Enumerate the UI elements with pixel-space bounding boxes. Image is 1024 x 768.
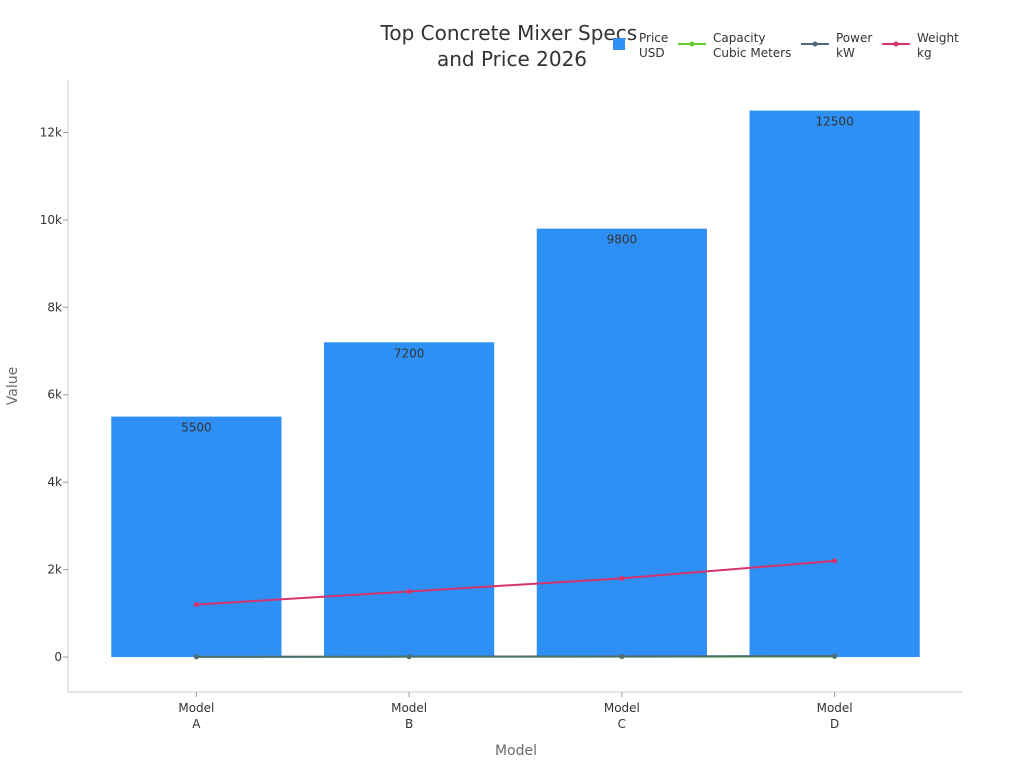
y-axis-title: Value bbox=[5, 367, 21, 405]
y-tick-label-4: 8k bbox=[47, 300, 62, 314]
legend-label-power-line-1: kW bbox=[836, 46, 855, 60]
legend-marker-capacity bbox=[689, 41, 695, 47]
x-tick-label-3-line-1: D bbox=[830, 717, 839, 731]
bar-label-price-2: 9800 bbox=[607, 233, 638, 247]
point-weight-2 bbox=[619, 575, 625, 581]
legend: Price USD Capacity Cubic Meters Power kW Weigh… bbox=[613, 31, 959, 60]
y-axis: 0 2k 4k 6k 8k 10k 12k bbox=[40, 125, 68, 664]
x-axis: Model A Model B Model C Model D bbox=[178, 692, 853, 731]
x-tick-label-0-line-1: A bbox=[192, 717, 201, 731]
x-axis-title: Model bbox=[495, 743, 537, 759]
chart-title: Top Concrete Mixer Specs and Price 2026 bbox=[380, 21, 644, 71]
legend-label-capacity: Capacity Cubic Meters bbox=[713, 31, 791, 60]
y-tick-label-6: 12k bbox=[40, 125, 62, 139]
y-tick-label-1: 2k bbox=[47, 563, 62, 577]
x-tick-label-1-line-0: Model bbox=[391, 701, 427, 715]
series-line-power bbox=[196, 655, 835, 658]
legend-marker-power bbox=[812, 41, 818, 47]
point-weight-1 bbox=[406, 588, 412, 594]
point-power-1 bbox=[406, 654, 412, 660]
point-power-0 bbox=[193, 654, 199, 660]
x-tick-label-2: Model C bbox=[604, 701, 640, 731]
x-tick-label-0-line-0: Model bbox=[178, 701, 214, 715]
x-tick-label-3: Model D bbox=[817, 701, 853, 731]
legend-item-power: Power kW bbox=[801, 31, 872, 60]
legend-label-capacity-line-0: Capacity bbox=[713, 31, 765, 45]
y-tick-label-2: 4k bbox=[47, 475, 62, 489]
legend-item-price: Price USD bbox=[613, 31, 668, 60]
bar-price-2 bbox=[536, 228, 707, 658]
x-tick-label-1-line-1: B bbox=[405, 717, 413, 731]
legend-label-price: Price USD bbox=[639, 31, 668, 60]
legend-label-weight: Weight kg bbox=[917, 31, 959, 60]
chart-title-line-2: and Price 2026 bbox=[437, 47, 587, 71]
x-tick-label-3-line-0: Model bbox=[817, 701, 853, 715]
legend-label-weight-line-1: kg bbox=[917, 46, 932, 60]
lines-layer bbox=[193, 558, 838, 660]
y-tick-label-5: 10k bbox=[40, 213, 62, 227]
legend-label-power: Power kW bbox=[836, 31, 872, 60]
point-weight-3 bbox=[832, 558, 838, 564]
legend-label-weight-line-0: Weight bbox=[917, 31, 959, 45]
bar-label-price-0: 5500 bbox=[181, 421, 212, 435]
series-line-weight bbox=[196, 559, 835, 606]
bar-price-3 bbox=[749, 110, 920, 658]
point-power-2 bbox=[619, 653, 625, 659]
x-tick-label-2-line-0: Model bbox=[604, 701, 640, 715]
legend-label-power-line-0: Power bbox=[836, 31, 872, 45]
legend-label-capacity-line-1: Cubic Meters bbox=[713, 46, 791, 60]
plot-area: 5500 7200 9800 12500 bbox=[111, 110, 920, 660]
legend-label-price-line-1: USD bbox=[639, 46, 665, 60]
x-tick-label-0: Model A bbox=[178, 701, 214, 731]
y-tick-label-0: 0 bbox=[54, 650, 62, 664]
bars-layer bbox=[111, 110, 920, 658]
bar-price-0 bbox=[111, 416, 282, 658]
point-power-3 bbox=[832, 653, 838, 659]
x-tick-label-1: Model B bbox=[391, 701, 427, 731]
bar-label-price-3: 12500 bbox=[816, 115, 854, 129]
point-weight-0 bbox=[193, 602, 199, 608]
bar-labels-layer: 5500 7200 9800 12500 bbox=[181, 115, 854, 435]
x-tick-label-2-line-1: C bbox=[618, 717, 626, 731]
legend-item-weight: Weight kg bbox=[882, 31, 959, 60]
legend-swatch-price bbox=[613, 38, 625, 50]
bar-label-price-1: 7200 bbox=[394, 346, 425, 360]
legend-item-capacity: Capacity Cubic Meters bbox=[678, 31, 791, 60]
chart-title-line-1: Top Concrete Mixer Specs bbox=[380, 21, 638, 45]
legend-label-price-line-0: Price bbox=[639, 31, 668, 45]
legend-marker-weight bbox=[893, 41, 899, 47]
y-tick-label-3: 6k bbox=[47, 388, 62, 402]
bar-price-1 bbox=[324, 342, 495, 658]
